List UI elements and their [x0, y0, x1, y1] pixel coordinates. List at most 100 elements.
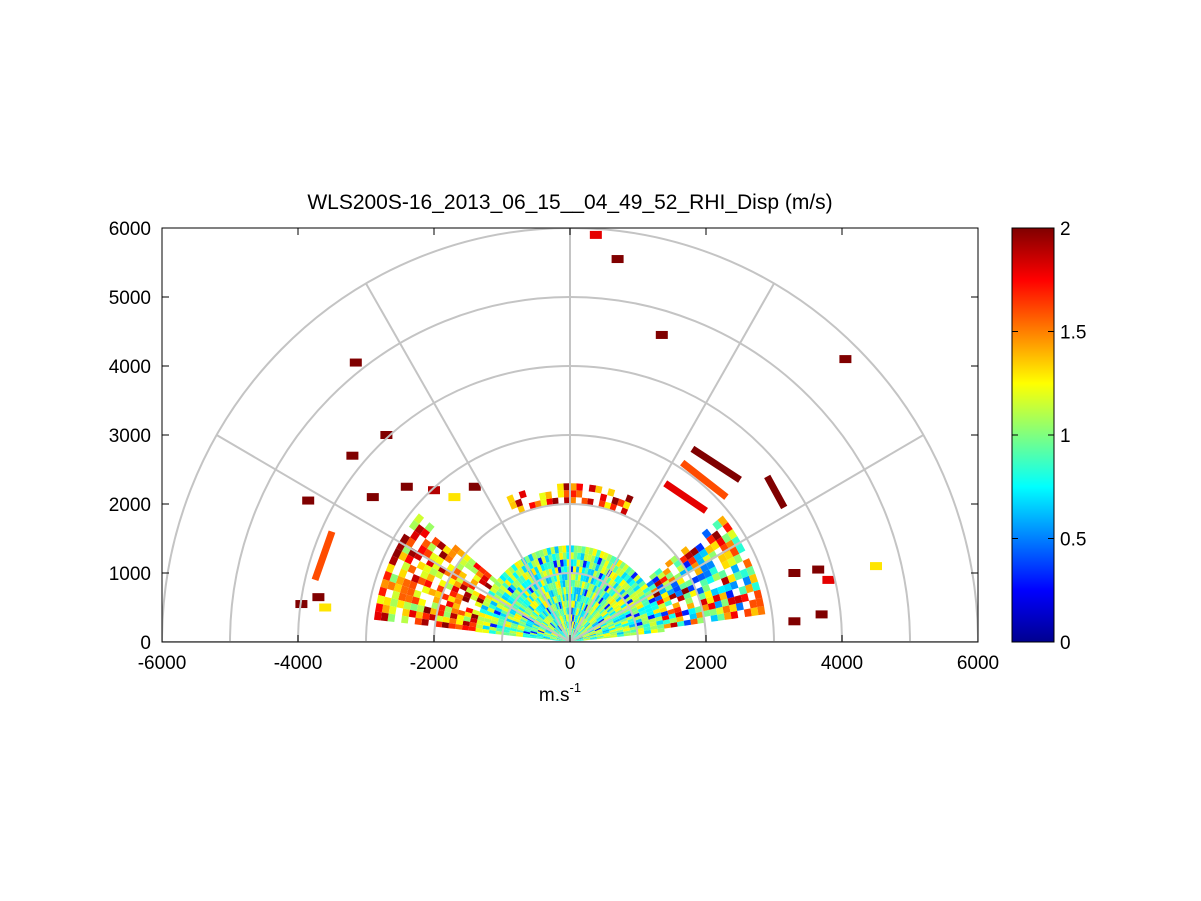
data-cell	[564, 607, 567, 615]
data-cell	[572, 607, 575, 615]
data-cell	[576, 483, 584, 491]
data-cell	[534, 608, 541, 615]
data-cell	[418, 598, 427, 607]
data-cell	[402, 578, 412, 588]
data-cell	[596, 615, 603, 622]
data-cell	[623, 584, 631, 592]
data-cell	[479, 608, 488, 615]
data-point	[349, 358, 362, 367]
data-cell	[603, 634, 611, 637]
data-point	[839, 355, 852, 364]
data-cell	[447, 549, 457, 559]
data-cell	[590, 618, 597, 625]
data-cell	[591, 621, 598, 627]
data-cell	[565, 607, 568, 615]
x-tick-label: 2000	[685, 653, 727, 674]
data-cell	[742, 558, 753, 569]
data-cell	[503, 591, 511, 599]
data-cell	[495, 590, 503, 598]
data-cell	[574, 631, 580, 638]
data-cell	[533, 566, 540, 574]
data-cell	[596, 596, 602, 603]
data-cell	[579, 627, 586, 633]
data-cell	[616, 629, 624, 633]
data-cell	[574, 622, 578, 630]
data-cell	[564, 614, 567, 622]
data-cell	[623, 630, 631, 634]
data-cell	[462, 620, 470, 627]
data-cell	[501, 594, 509, 602]
data-cell	[645, 607, 653, 614]
data-cell	[749, 599, 758, 609]
data-cell	[611, 496, 620, 506]
data-cell	[699, 548, 709, 558]
data-cell	[548, 597, 554, 605]
data-cell	[562, 594, 565, 602]
data-cell	[564, 593, 567, 601]
data-cell	[380, 612, 389, 622]
data-cell	[444, 605, 453, 613]
data-cell	[509, 500, 518, 510]
data-cell	[573, 593, 576, 601]
data-cell	[603, 593, 610, 601]
data-cell	[561, 608, 565, 616]
data-cell	[415, 611, 424, 619]
data-cell	[520, 616, 528, 622]
data-cell	[565, 621, 568, 629]
data-point	[400, 482, 413, 491]
data-cell	[628, 620, 636, 626]
data-cell	[577, 587, 582, 595]
data-cell	[572, 566, 577, 574]
data-cell	[431, 536, 441, 547]
data-cell	[576, 638, 584, 641]
data-cell	[382, 570, 392, 581]
data-cell	[589, 634, 597, 638]
data-cell	[746, 565, 756, 576]
data-cell	[436, 609, 445, 617]
data-cell	[491, 583, 500, 591]
data-cell	[576, 637, 583, 640]
data-cell	[664, 584, 673, 592]
data-cell	[683, 619, 692, 626]
data-cell	[630, 571, 638, 580]
data-cell	[517, 559, 525, 568]
data-cell	[553, 619, 558, 626]
data-cell	[735, 602, 744, 611]
data-cell	[610, 580, 617, 588]
data-cell	[606, 553, 613, 562]
data-cell	[536, 617, 543, 623]
data-cell	[536, 637, 544, 640]
data-cell	[575, 623, 580, 630]
data-cell	[714, 600, 723, 609]
data-cell	[587, 575, 593, 584]
data-cell	[489, 575, 498, 584]
data-cell	[393, 583, 403, 593]
data-cell	[717, 613, 725, 621]
x-tick-label: -2000	[410, 653, 459, 674]
data-cell	[589, 569, 595, 577]
data-cell	[561, 601, 565, 609]
data-cell	[469, 621, 477, 628]
data-cell	[602, 601, 609, 609]
data-cell	[518, 567, 525, 575]
data-cell	[662, 619, 671, 625]
data-cell	[576, 490, 583, 498]
data-cell	[544, 630, 552, 634]
data-cell	[578, 626, 584, 632]
data-cell	[578, 601, 582, 609]
data-cell	[594, 579, 601, 587]
data-cell	[571, 614, 574, 622]
data-cell	[583, 553, 589, 561]
data-cell	[564, 622, 567, 629]
data-cell	[527, 553, 534, 562]
data-cell	[617, 633, 625, 637]
data-cell	[516, 577, 524, 585]
data-cell	[478, 612, 486, 618]
data-cell	[582, 560, 587, 568]
data-cell	[554, 627, 561, 633]
data-cell	[505, 589, 513, 597]
data-cell	[501, 582, 510, 590]
data-cell	[507, 566, 516, 575]
data-cell	[463, 616, 471, 622]
data-cell	[554, 546, 559, 554]
